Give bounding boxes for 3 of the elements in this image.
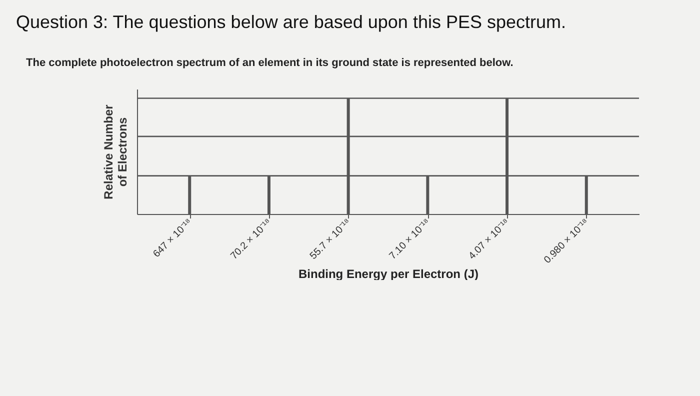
chart-subtitle: The complete photoelectron spectrum of an element in its ground state is represented below. — [25, 56, 514, 69]
y-axis-title: Relative Number of Electrons — [102, 104, 130, 200]
chart-title: Question 3: The questions below are based upon this PES spectrum. — [15, 11, 567, 33]
